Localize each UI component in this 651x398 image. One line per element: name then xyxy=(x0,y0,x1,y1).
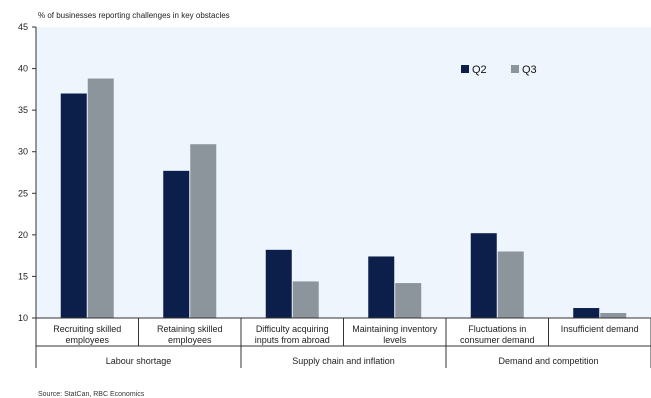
group-label: Demand and competition xyxy=(498,356,598,366)
y-tick-label: 30 xyxy=(18,147,28,157)
legend-label-q2: Q2 xyxy=(472,64,487,76)
bar-q2-3 xyxy=(368,256,395,318)
y-tick-label: 45 xyxy=(18,22,28,32)
y-tick-label: 25 xyxy=(18,188,28,198)
y-tick-label: 10 xyxy=(18,313,28,323)
bar-q3-1 xyxy=(190,144,217,318)
category-label: Insufficient demand xyxy=(561,324,639,334)
category-label: levels xyxy=(383,335,407,345)
category-label: inputs from abroad xyxy=(255,335,330,345)
bar-q2-5 xyxy=(573,308,600,318)
bars xyxy=(60,78,627,318)
bar-q2-0 xyxy=(60,93,87,318)
bar-q3-5 xyxy=(600,313,627,318)
bar-q2-1 xyxy=(163,170,190,318)
y-tick-label: 35 xyxy=(18,105,28,115)
group-label: Supply chain and inflation xyxy=(292,356,395,366)
bar-q3-0 xyxy=(87,78,114,318)
legend-swatch-q3 xyxy=(511,65,519,73)
bar-q2-4 xyxy=(470,233,497,318)
legend-swatch-q2 xyxy=(461,65,469,73)
y-tick-label: 15 xyxy=(18,271,28,281)
bar-q3-2 xyxy=(292,281,319,318)
category-label: Maintaining inventory xyxy=(352,324,438,334)
bar-q3-4 xyxy=(497,251,524,318)
plot-area xyxy=(36,27,651,318)
category-label: Difficulty acquiring xyxy=(256,324,329,334)
group-label: Labour shortage xyxy=(106,356,172,366)
category-label: employees xyxy=(168,335,212,345)
y-axis: 10 15 20 25 30 35 40 45 xyxy=(18,22,37,323)
category-label: Fluctuations in xyxy=(468,324,526,334)
source-note: Source: StatCan, RBC Economics xyxy=(38,391,145,398)
chart-subtitle: % of businesses reporting challenges in … xyxy=(38,11,230,20)
legend-label-q3: Q3 xyxy=(522,64,537,76)
bar-q3-3 xyxy=(395,283,422,318)
y-tick-label: 20 xyxy=(18,230,28,240)
category-label: Retaining skilled xyxy=(157,324,223,334)
y-tick-label: 40 xyxy=(18,64,28,74)
bar-q2-2 xyxy=(265,249,292,318)
legend: Q2 Q3 xyxy=(461,64,537,76)
category-label: Recruiting skilled xyxy=(53,324,121,334)
category-label: employees xyxy=(65,335,109,345)
category-label: consumer demand xyxy=(460,335,535,345)
